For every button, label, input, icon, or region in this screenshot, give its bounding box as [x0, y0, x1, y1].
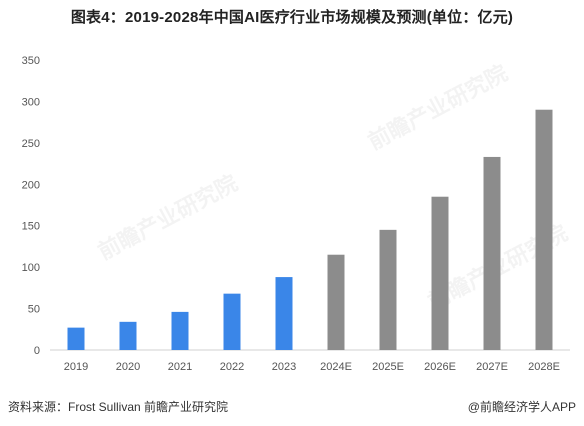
- x-tick-label: 2025E: [372, 361, 404, 373]
- x-tick-label: 2019: [64, 361, 88, 373]
- bar-2020: [119, 321, 137, 350]
- chart-title: 图表4：2019-2028年中国AI医疗行业市场规模及预测(单位：亿元): [70, 9, 514, 26]
- y-tick-label: 200: [22, 179, 40, 191]
- x-tick-label: 2020: [116, 361, 140, 373]
- bar-2023: [275, 277, 293, 350]
- y-axis: 0 50 100 150 200 250 300 350: [22, 55, 40, 357]
- bar-2027E: [483, 156, 501, 350]
- credit: @前瞻经济学人APP: [467, 400, 576, 414]
- bar-2028E: [535, 109, 553, 350]
- y-tick-label: 150: [22, 221, 40, 233]
- x-tick-label: 2028E: [528, 361, 560, 373]
- y-tick-label: 250: [22, 138, 40, 150]
- bar-2026E: [431, 196, 449, 350]
- x-axis: 2019 2020 2021 2022 2023 2024E 2025E 2026E 2027E…: [64, 361, 560, 373]
- source-note: 资料来源：Frost Sullivan 前瞻产业研究院: [8, 400, 229, 414]
- x-tick-label: 2024E: [320, 361, 352, 373]
- y-tick-label: 350: [22, 55, 40, 67]
- y-tick-label: 100: [22, 262, 40, 274]
- x-tick-label: 2023: [272, 361, 296, 373]
- y-tick-label: 300: [22, 96, 40, 108]
- bar-2022: [223, 293, 241, 350]
- y-tick-label: 50: [28, 304, 40, 316]
- y-tick-label: 0: [34, 345, 40, 357]
- x-tick-label: 2027E: [476, 361, 508, 373]
- bar-2019: [67, 327, 85, 350]
- x-tick-label: 2022: [220, 361, 244, 373]
- bars: [67, 109, 553, 350]
- bar-2021: [171, 311, 189, 350]
- x-tick-label: 2026E: [424, 361, 456, 373]
- bar-2024E: [327, 254, 345, 350]
- bar-2025E: [379, 229, 397, 350]
- x-tick-label: 2021: [168, 361, 192, 373]
